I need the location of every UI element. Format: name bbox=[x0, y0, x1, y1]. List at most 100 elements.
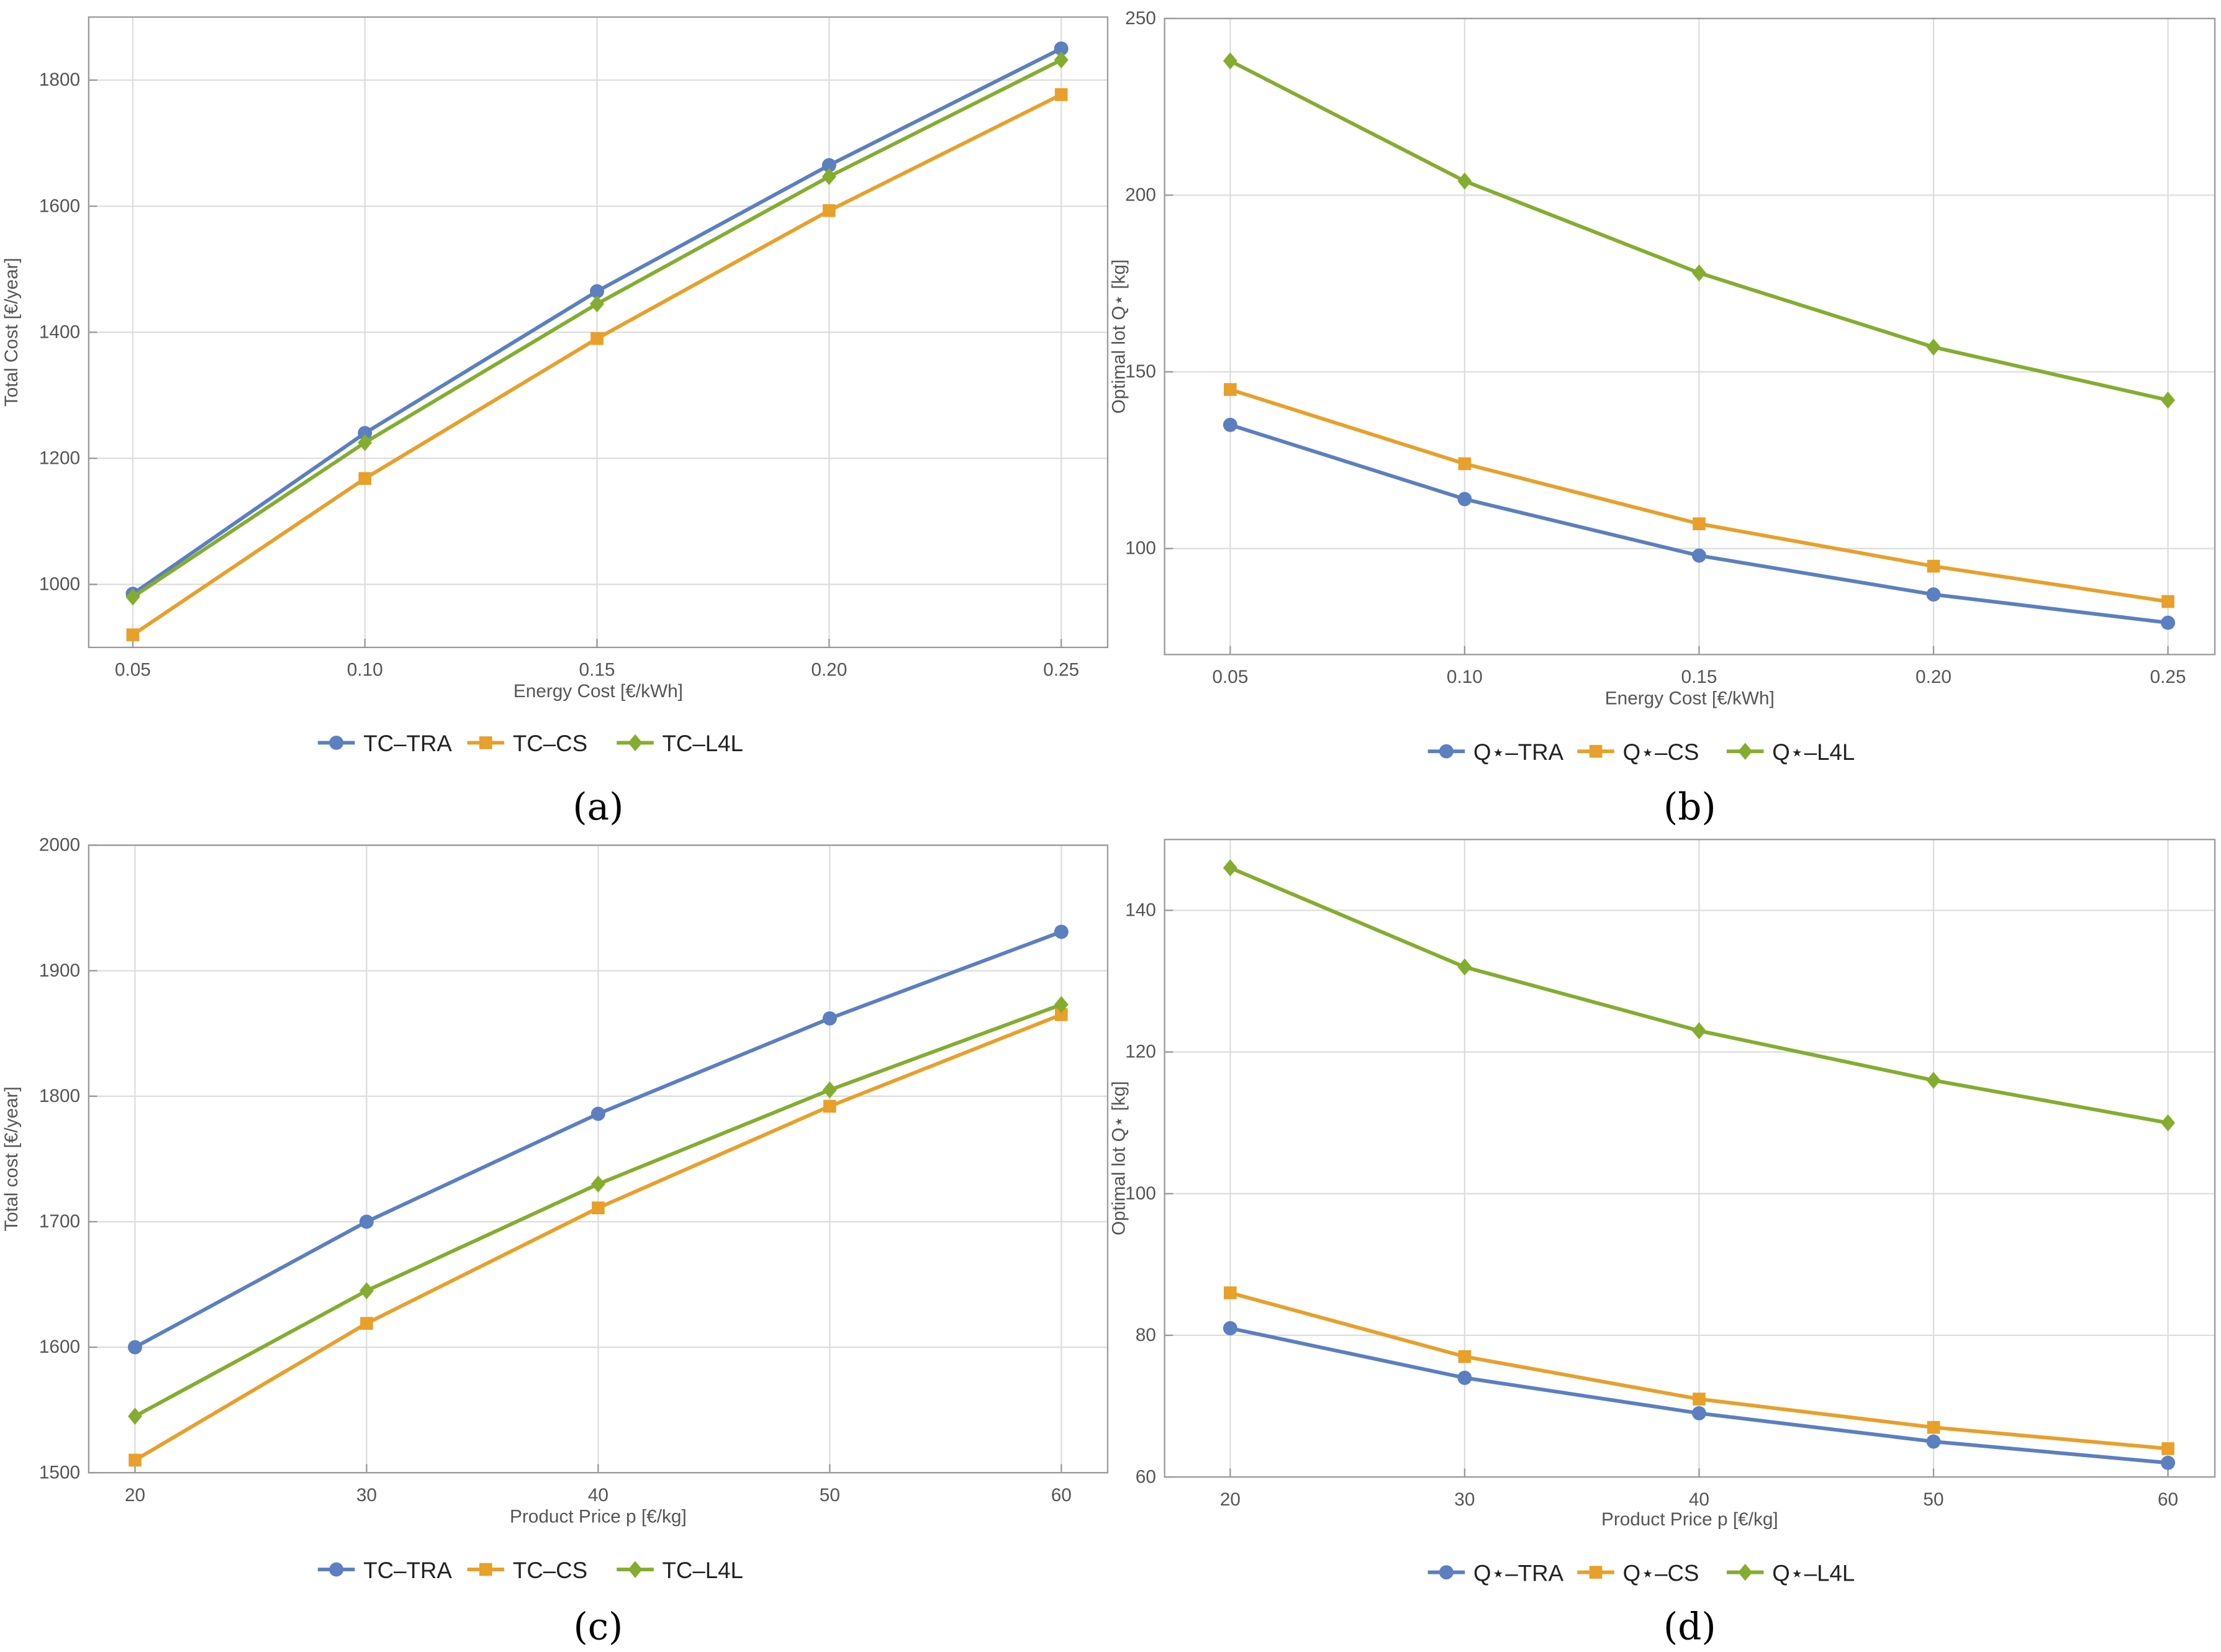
chart-panel-b: 0.05 0.10 0.15 0.20 0.25 100 150 200 250 Energy C… bbox=[1108, 8, 2216, 829]
x-tick-label: 0.25 bbox=[1043, 660, 1079, 680]
legend-item: Q⋆–TRA bbox=[1427, 1560, 1564, 1586]
panel-caption: (a) bbox=[572, 786, 623, 829]
y-axis-label: Total Cost [€/year] bbox=[1, 258, 22, 407]
x-tick-label: 0.05 bbox=[115, 660, 151, 680]
series-tra bbox=[127, 924, 1069, 1355]
y-tick-label: 120 bbox=[1125, 1042, 1156, 1062]
legend-marker bbox=[1439, 1565, 1454, 1580]
legend-label: TC–L4L bbox=[663, 731, 743, 756]
series-l4l bbox=[125, 51, 1069, 606]
data-point bbox=[1054, 996, 1069, 1013]
data-point bbox=[1223, 859, 1237, 877]
data-point bbox=[1054, 88, 1068, 101]
y-axis-label: Optimal lot Q⋆ [kg] bbox=[1108, 1081, 1129, 1235]
legend-item: TC–TRA bbox=[317, 731, 452, 756]
x-tick-label: 20 bbox=[1220, 1489, 1241, 1510]
legend-marker bbox=[479, 1563, 492, 1576]
data-point bbox=[590, 284, 604, 299]
y-tick-label: 1400 bbox=[39, 322, 80, 342]
legend-marker bbox=[1738, 1563, 1753, 1581]
data-point bbox=[2161, 1114, 2176, 1132]
data-point bbox=[126, 628, 140, 641]
x-tick-label: 0.05 bbox=[1212, 667, 1248, 687]
x-axis-label: Energy Cost [€/kWh] bbox=[1605, 688, 1775, 709]
data-point bbox=[125, 588, 140, 606]
x-tick-label: 0.10 bbox=[1447, 667, 1483, 687]
data-point bbox=[127, 1340, 142, 1355]
legend-label: Q⋆–L4L bbox=[1772, 739, 1855, 765]
data-point bbox=[1457, 958, 1472, 976]
data-point bbox=[590, 1175, 605, 1193]
legend-marker bbox=[1738, 742, 1753, 760]
x-tick-label: 0.10 bbox=[347, 660, 383, 680]
y-tick-label: 1200 bbox=[39, 448, 80, 468]
x-tick-label: 30 bbox=[1454, 1489, 1475, 1510]
y-tick-label: 60 bbox=[1136, 1466, 1156, 1487]
legend-marker bbox=[329, 1562, 344, 1577]
x-tick-label: 50 bbox=[820, 1485, 840, 1505]
y-tick-label: 100 bbox=[1125, 1183, 1156, 1204]
y-tick-label: 1600 bbox=[39, 196, 80, 216]
x-tick-label: 0.15 bbox=[579, 660, 615, 680]
data-point bbox=[2161, 1442, 2174, 1455]
data-point bbox=[1457, 1370, 1472, 1385]
x-tick-label: 0.25 bbox=[2150, 667, 2186, 687]
x-axis-label: Energy Cost [€/kWh] bbox=[513, 681, 683, 702]
data-point bbox=[1926, 338, 1941, 356]
chart-panel-a: 0.05 0.10 0.15 0.20 0.25 1000 1200 1400 1600 1800… bbox=[1, 16, 1109, 829]
data-point bbox=[1691, 264, 1706, 282]
y-tick-label: 100 bbox=[1125, 538, 1156, 559]
legend-item: Q⋆–CS bbox=[1577, 739, 1699, 765]
y-tick-label: 1900 bbox=[39, 960, 80, 981]
data-point bbox=[129, 1453, 142, 1467]
data-point bbox=[1927, 559, 1940, 573]
legend-marker bbox=[329, 735, 344, 750]
y-tick-label: 1700 bbox=[39, 1211, 80, 1232]
legend-label: Q⋆–CS bbox=[1623, 1560, 1699, 1586]
data-point bbox=[2161, 1455, 2176, 1470]
data-point bbox=[1223, 52, 1237, 70]
legend-item: Q⋆–TRA bbox=[1427, 739, 1564, 765]
data-point bbox=[1457, 172, 1472, 190]
x-tick-label: 20 bbox=[125, 1485, 145, 1505]
data-point bbox=[359, 1282, 374, 1299]
y-tick-label: 1800 bbox=[39, 70, 80, 90]
legend-marker bbox=[628, 734, 643, 752]
x-tick-label: 60 bbox=[1051, 1485, 1072, 1505]
data-point bbox=[590, 332, 604, 345]
panel-caption: (b) bbox=[1663, 786, 1716, 829]
legend-marker bbox=[1589, 744, 1603, 758]
series-cs bbox=[1223, 383, 2174, 608]
series-l4l bbox=[1223, 859, 2176, 1132]
legend-marker bbox=[479, 736, 492, 749]
data-point bbox=[2161, 595, 2174, 608]
data-point bbox=[822, 1011, 837, 1026]
x-tick-label: 0.20 bbox=[1916, 667, 1952, 687]
x-axis-label: Product Price p [€/kg] bbox=[1601, 1509, 1778, 1530]
series-l4l bbox=[127, 996, 1069, 1425]
legend-marker bbox=[628, 1561, 643, 1578]
data-point bbox=[1926, 587, 1941, 602]
y-tick-label: 80 bbox=[1136, 1325, 1156, 1345]
legend-label: TC–TRA bbox=[363, 731, 452, 756]
panel-caption: (c) bbox=[573, 1605, 623, 1648]
x-tick-label: 0.20 bbox=[811, 660, 847, 680]
y-tick-label: 1600 bbox=[39, 1337, 80, 1357]
data-point bbox=[1691, 548, 1706, 563]
data-point bbox=[1458, 1350, 1472, 1363]
legend-marker bbox=[1439, 744, 1454, 759]
x-tick-label: 30 bbox=[356, 1485, 377, 1505]
legend-label: Q⋆–TRA bbox=[1473, 1560, 1564, 1586]
data-point bbox=[823, 204, 836, 217]
data-point bbox=[822, 1081, 837, 1099]
data-point bbox=[1691, 1406, 1706, 1420]
data-point bbox=[1927, 1420, 1940, 1434]
x-tick-label: 0.15 bbox=[1681, 667, 1717, 687]
data-point bbox=[821, 168, 836, 186]
data-point bbox=[1693, 517, 1706, 531]
x-tick-label: 50 bbox=[1923, 1489, 1943, 1510]
data-point bbox=[1223, 1321, 1237, 1335]
plot-frame bbox=[1164, 839, 2216, 1478]
y-tick-label: 140 bbox=[1125, 900, 1156, 921]
